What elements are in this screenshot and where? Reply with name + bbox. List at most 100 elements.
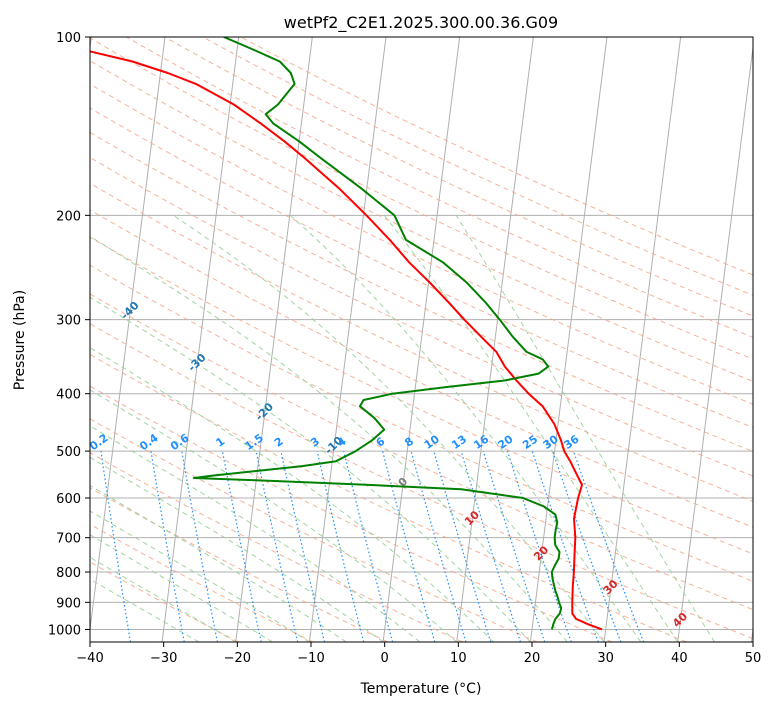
moist-adiabat-line (90, 425, 421, 642)
dry-adiabat-line (90, 60, 753, 382)
y-tick-label: 600 (56, 492, 81, 507)
moist-adiabat-line (90, 235, 568, 642)
dry-adiabat-line (90, 385, 613, 642)
chart-title: wetPf2_C2E1.2025.300.00.36.G09 (284, 13, 558, 33)
mixing-ratio-line (531, 450, 599, 642)
moist-adiabat-line (90, 456, 384, 642)
isotherm-label: -30 (185, 351, 208, 374)
dry-adiabat-line (90, 209, 753, 528)
pressure-gridlines (90, 37, 753, 630)
isotherm-label: 30 (601, 577, 621, 597)
mixing-ratio-lines (100, 450, 645, 642)
mixing-ratio-label: 3 (308, 435, 322, 450)
mixing-ratio-label: 1 (214, 435, 228, 450)
mixing-ratio-line (552, 450, 622, 642)
dry-adiabat-line (90, 131, 753, 453)
isotherm-line (90, 37, 166, 634)
y-tick-label: 500 (56, 445, 81, 460)
mixing-ratio-line (410, 450, 467, 642)
isotherm-label: -40 (118, 299, 141, 322)
dry-adiabat-line (90, 523, 314, 642)
dry-adiabat-line (90, 353, 687, 642)
x-tick-label: 40 (671, 651, 688, 666)
moist-adiabat-lines (90, 214, 716, 642)
mixing-ratio-line (255, 450, 299, 642)
dry-adiabat-line (90, 182, 753, 502)
isotherm-line (603, 37, 682, 642)
dry-adiabat-line (90, 487, 389, 642)
dry-adiabat-line (90, 157, 753, 477)
x-tick-label: 20 (524, 651, 541, 666)
x-tick-label: −40 (76, 651, 103, 666)
isotherm-label: 20 (531, 543, 551, 563)
dry-adiabat-line (90, 236, 753, 555)
isotherm-line (750, 625, 753, 642)
mixing-ratio-line (382, 450, 436, 642)
mixing-ratio-line (343, 450, 394, 642)
x-tick-label: 50 (745, 651, 762, 666)
isotherm-line (235, 37, 313, 642)
moist-adiabat-line (173, 214, 605, 642)
mixing-ratio-labels: 0.1 0.2 0.4 0.6 1 1.5 2 3 4 6 8 10 13 16 20 25 30 36 (90, 431, 582, 453)
isotherm-lines (90, 37, 753, 642)
mixing-ratio-line (572, 450, 645, 642)
x-tick-label: −20 (224, 651, 251, 666)
isotherm-line (529, 37, 608, 642)
dry-adiabat-line (164, 37, 753, 317)
moist-adiabat-line (90, 578, 200, 642)
isotherm-line (677, 43, 753, 642)
dry-adiabat-line (90, 293, 753, 611)
dry-adiabat-line (90, 561, 239, 642)
dry-adiabat-line (126, 37, 753, 338)
mixing-ratio-line (506, 450, 572, 642)
mixing-ratio-label: 2 (272, 435, 286, 450)
mixing-ratio-line (316, 450, 365, 642)
x-tick-label: 10 (450, 651, 467, 666)
moist-adiabat-line (90, 484, 347, 642)
x-axis-title: Temperature (°C) (360, 681, 482, 697)
dry-adiabat-line (90, 37, 753, 360)
mixing-ratio-line (433, 450, 492, 642)
plot-area: -100-90-80-70-60-50-40-30-20-10010203040… (0, 37, 753, 642)
dry-adiabat-line (90, 452, 463, 642)
sounding-profiles (90, 37, 603, 631)
dewpoint-profile-line (192, 37, 563, 630)
moist-adiabat-line (90, 347, 494, 642)
dry-adiabat-lines (90, 37, 753, 642)
y-axis: 100 200 300 400 500 600 700 800 900 1000 (48, 31, 90, 638)
moist-adiabat-line (383, 214, 679, 642)
mixing-ratio-label: 13 (449, 433, 469, 452)
dry-adiabat-line (90, 107, 753, 429)
mixing-ratio-label: 0.4 (137, 431, 161, 453)
moist-adiabat-line (289, 214, 642, 642)
dry-adiabat-line (90, 323, 753, 640)
moist-adiabat-line (90, 556, 236, 642)
mixing-ratio-line (100, 451, 132, 642)
y-tick-label: 700 (56, 532, 81, 547)
temperature-profile-line (90, 50, 603, 631)
isotherm-line (161, 37, 240, 642)
isotherm-label: -50 (51, 250, 74, 273)
isotherm-line (382, 37, 461, 642)
mixing-ratio-label: 25 (520, 433, 540, 452)
mixing-ratio-label: 8 (402, 435, 416, 450)
isotherm-line (456, 37, 534, 642)
moist-adiabat-line (90, 534, 273, 642)
isotherm-label: -60 (0, 203, 7, 226)
x-axis: −40 −30 −20 −10 0 10 20 30 40 50 (76, 642, 761, 666)
y-tick-label: 1000 (48, 623, 81, 638)
y-tick-label: 100 (56, 31, 81, 46)
mixing-ratio-line (460, 450, 522, 642)
moist-adiabat-line (455, 215, 716, 642)
moist-adiabat-line (90, 389, 458, 642)
dry-adiabat-line (90, 264, 753, 582)
y-axis-title: Pressure (hPa) (12, 290, 28, 390)
y-tick-label: 900 (56, 596, 81, 611)
moist-adiabat-line (90, 296, 531, 642)
y-tick-label: 400 (56, 388, 81, 403)
mixing-ratio-line (280, 450, 326, 642)
mixing-ratio-label: 10 (422, 432, 442, 452)
y-tick-label: 300 (56, 314, 81, 329)
